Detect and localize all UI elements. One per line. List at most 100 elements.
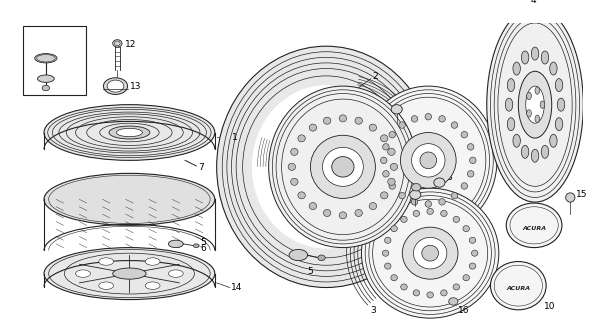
Ellipse shape [413,210,419,217]
Ellipse shape [487,7,583,202]
Ellipse shape [521,51,529,64]
Ellipse shape [382,144,389,150]
Ellipse shape [391,226,398,232]
Ellipse shape [472,250,478,256]
Ellipse shape [425,201,432,207]
Ellipse shape [381,192,388,199]
Ellipse shape [391,105,402,114]
Ellipse shape [369,203,376,210]
Ellipse shape [168,270,183,277]
Ellipse shape [449,298,458,305]
Ellipse shape [391,275,398,281]
Ellipse shape [355,210,362,217]
Ellipse shape [527,92,531,100]
Text: 6: 6 [200,244,206,253]
Ellipse shape [566,193,575,202]
Ellipse shape [113,40,122,47]
Ellipse shape [76,270,90,277]
Ellipse shape [557,98,565,111]
Ellipse shape [490,261,546,310]
Ellipse shape [469,237,476,243]
Ellipse shape [384,237,391,243]
Text: 8: 8 [404,100,410,109]
Ellipse shape [439,199,446,205]
Ellipse shape [382,171,389,177]
Ellipse shape [467,171,474,177]
Ellipse shape [518,71,552,138]
Ellipse shape [289,250,308,260]
Ellipse shape [42,85,50,91]
Ellipse shape [399,122,405,128]
Ellipse shape [412,199,418,205]
Ellipse shape [388,178,395,185]
Ellipse shape [401,132,456,188]
Ellipse shape [453,216,459,222]
Ellipse shape [35,54,57,63]
Text: 13: 13 [131,82,142,91]
Ellipse shape [252,85,401,249]
Ellipse shape [541,51,549,64]
Ellipse shape [310,135,375,198]
Ellipse shape [420,152,436,169]
Text: 14: 14 [231,283,242,292]
Ellipse shape [339,115,347,122]
Text: 11: 11 [59,68,70,77]
Ellipse shape [469,263,476,269]
Ellipse shape [463,275,469,281]
Ellipse shape [451,122,458,128]
Ellipse shape [194,244,199,248]
Ellipse shape [463,226,469,232]
Text: 3: 3 [370,306,376,315]
Ellipse shape [381,135,388,142]
Ellipse shape [355,117,362,124]
Ellipse shape [467,144,474,150]
Ellipse shape [389,183,396,189]
Ellipse shape [412,184,421,191]
Ellipse shape [309,124,317,131]
Ellipse shape [451,192,458,199]
Ellipse shape [390,163,398,170]
Text: 8: 8 [422,195,429,204]
Ellipse shape [427,292,433,298]
Ellipse shape [402,227,458,279]
Ellipse shape [291,148,298,156]
Ellipse shape [399,192,405,199]
Ellipse shape [381,157,387,164]
Ellipse shape [298,135,305,142]
Ellipse shape [550,62,557,75]
Ellipse shape [521,145,529,158]
Ellipse shape [513,62,520,75]
Text: 4: 4 [531,0,536,5]
Ellipse shape [217,46,436,287]
Ellipse shape [44,173,215,225]
Ellipse shape [401,216,407,222]
Ellipse shape [99,258,114,265]
Ellipse shape [117,128,143,137]
Ellipse shape [441,290,447,296]
Ellipse shape [513,134,520,147]
Ellipse shape [422,245,438,261]
Ellipse shape [531,149,539,162]
Ellipse shape [309,203,317,210]
Ellipse shape [413,290,419,296]
Ellipse shape [441,210,447,217]
Ellipse shape [505,98,513,111]
Ellipse shape [145,282,160,289]
Ellipse shape [434,178,445,187]
Ellipse shape [507,118,515,131]
Text: 1: 1 [232,133,238,142]
Ellipse shape [453,284,459,290]
Ellipse shape [113,268,146,279]
Ellipse shape [531,47,539,60]
Ellipse shape [470,157,476,164]
Ellipse shape [540,101,544,108]
Ellipse shape [461,132,467,138]
Ellipse shape [439,116,446,122]
Ellipse shape [401,284,407,290]
Ellipse shape [507,79,515,92]
Ellipse shape [555,118,563,131]
Text: 5: 5 [308,267,313,276]
Text: ACURA: ACURA [522,226,546,231]
Ellipse shape [44,248,215,300]
Ellipse shape [103,78,127,94]
